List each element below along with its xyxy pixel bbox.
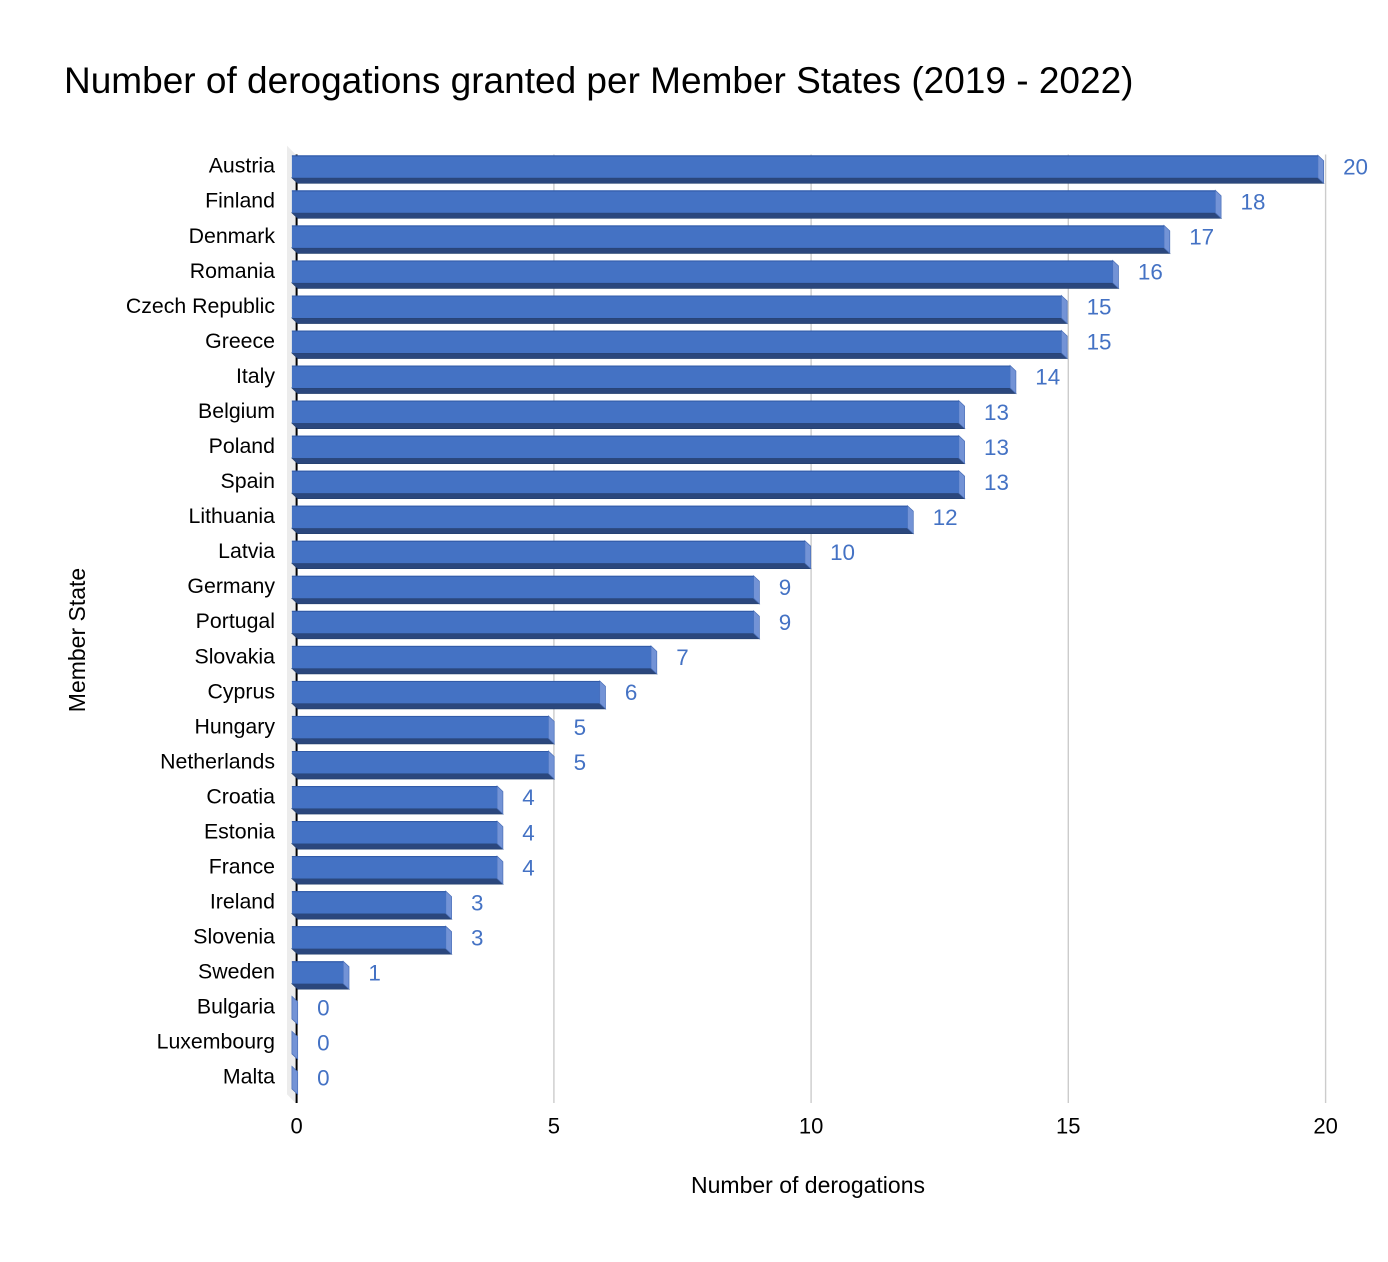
svg-text:Luxembourg: Luxembourg xyxy=(157,1030,275,1054)
svg-text:Number of derogations: Number of derogations xyxy=(691,1172,925,1198)
svg-text:Cyprus: Cyprus xyxy=(208,679,275,703)
svg-text:France: France xyxy=(209,855,275,879)
svg-text:14: 14 xyxy=(1035,365,1060,390)
svg-text:15: 15 xyxy=(1087,295,1112,320)
svg-text:Portugal: Portugal xyxy=(196,609,275,633)
svg-text:Hungary: Hungary xyxy=(195,714,276,738)
svg-text:1: 1 xyxy=(368,960,380,985)
svg-text:0: 0 xyxy=(317,996,329,1021)
svg-text:Slovenia: Slovenia xyxy=(193,925,275,949)
svg-text:10: 10 xyxy=(799,1113,823,1138)
svg-text:13: 13 xyxy=(984,400,1009,425)
svg-text:9: 9 xyxy=(779,575,791,600)
svg-text:Romania: Romania xyxy=(190,259,275,283)
svg-text:Czech Republic: Czech Republic xyxy=(126,294,276,318)
svg-text:4: 4 xyxy=(522,785,534,810)
svg-text:Austria: Austria xyxy=(209,154,275,178)
svg-text:Sweden: Sweden xyxy=(198,960,275,984)
svg-text:3: 3 xyxy=(471,925,483,950)
svg-text:0: 0 xyxy=(317,1031,329,1056)
svg-text:7: 7 xyxy=(676,645,688,670)
svg-text:9: 9 xyxy=(779,610,791,635)
svg-text:Estonia: Estonia xyxy=(204,820,275,844)
svg-text:Germany: Germany xyxy=(187,574,275,598)
svg-text:0: 0 xyxy=(317,1066,329,1091)
svg-text:Poland: Poland xyxy=(209,434,275,458)
svg-text:20: 20 xyxy=(1313,1113,1337,1138)
svg-text:Malta: Malta xyxy=(223,1065,275,1089)
svg-text:5: 5 xyxy=(574,715,586,740)
svg-text:10: 10 xyxy=(830,540,855,565)
svg-text:16: 16 xyxy=(1138,260,1163,285)
svg-text:Netherlands: Netherlands xyxy=(160,749,275,773)
svg-text:Belgium: Belgium xyxy=(198,399,275,423)
svg-text:Member State: Member State xyxy=(64,568,90,712)
svg-text:17: 17 xyxy=(1189,225,1214,250)
svg-text:Bulgaria: Bulgaria xyxy=(197,995,275,1019)
svg-text:Number of derogations granted: Number of derogations granted per Member… xyxy=(64,60,1133,101)
svg-text:13: 13 xyxy=(984,470,1009,495)
svg-text:18: 18 xyxy=(1241,190,1266,215)
svg-text:4: 4 xyxy=(522,855,534,880)
svg-text:15: 15 xyxy=(1056,1113,1080,1138)
svg-text:12: 12 xyxy=(933,505,958,530)
svg-text:3: 3 xyxy=(471,890,483,915)
svg-text:6: 6 xyxy=(625,680,637,705)
svg-text:4: 4 xyxy=(522,820,534,845)
svg-text:Lithuania: Lithuania xyxy=(189,504,276,528)
svg-text:20: 20 xyxy=(1343,155,1368,180)
svg-text:Ireland: Ireland xyxy=(210,890,275,914)
svg-text:Croatia: Croatia xyxy=(206,784,275,808)
svg-text:Finland: Finland xyxy=(205,189,275,213)
svg-text:0: 0 xyxy=(290,1113,302,1138)
svg-text:5: 5 xyxy=(548,1113,560,1138)
svg-text:Denmark: Denmark xyxy=(189,224,276,248)
svg-text:Greece: Greece xyxy=(205,329,275,353)
svg-text:Latvia: Latvia xyxy=(218,539,275,563)
svg-text:Spain: Spain xyxy=(221,469,275,493)
svg-text:13: 13 xyxy=(984,435,1009,460)
svg-text:5: 5 xyxy=(574,750,586,775)
svg-text:Slovakia: Slovakia xyxy=(195,644,276,668)
svg-text:15: 15 xyxy=(1087,330,1112,355)
svg-text:Italy: Italy xyxy=(236,364,275,388)
